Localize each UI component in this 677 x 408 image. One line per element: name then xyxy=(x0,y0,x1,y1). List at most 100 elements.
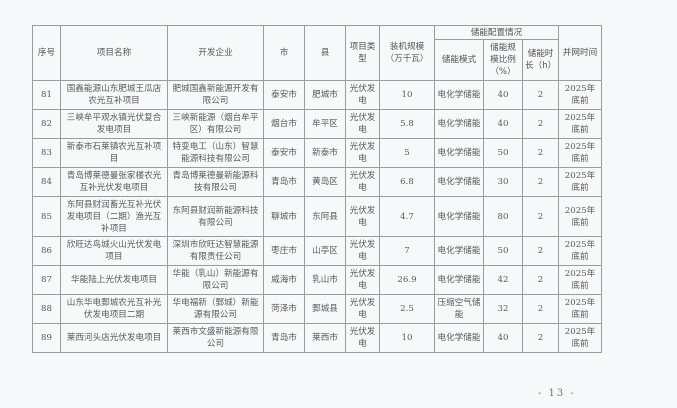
table-row: 81 国鑫能源山东肥城王瓜店农光互补项目 肥城国鑫新能源开发有限公司 泰安市 肥城市 光伏… xyxy=(32,80,602,110)
cell-grid: 2025年底前 xyxy=(558,80,602,110)
page-number: - 13 - xyxy=(538,388,576,399)
cell-duration: 2 xyxy=(522,196,559,237)
cell-county: 肥城市 xyxy=(304,80,346,110)
cell-company: 莱西市文盛新能源有限公司 xyxy=(167,323,264,353)
cell-seq: 85 xyxy=(32,196,61,237)
cell-company: 深圳市欣旺达智慧能源有限责任公司 xyxy=(167,236,264,266)
cell-type: 光伏发电 xyxy=(345,138,380,168)
cell-grid: 2025年底前 xyxy=(558,265,602,295)
cell-capacity: 26.9 xyxy=(379,265,435,295)
cell-type: 光伏发电 xyxy=(345,109,380,139)
header-storage-duration: 储能时长（h） xyxy=(522,39,559,81)
cell-county: 乳山市 xyxy=(304,265,346,295)
cell-seq: 81 xyxy=(32,80,61,110)
header-grid-time: 并网时间 xyxy=(558,25,602,81)
header-city: 市 xyxy=(263,25,305,81)
cell-grid: 2025年底前 xyxy=(558,294,602,324)
cell-capacity: 5.8 xyxy=(379,109,435,139)
cell-type: 光伏发电 xyxy=(345,167,380,197)
cell-seq: 88 xyxy=(32,294,61,324)
header-county: 县 xyxy=(304,25,346,81)
table-row: 87 华能陆上光伏发电项目 华能（乳山）新能源有限公司 威海市 乳山市 光伏发电 26.9 电… xyxy=(32,265,602,295)
cell-county: 东阿县 xyxy=(304,196,346,237)
cell-grid: 2025年底前 xyxy=(558,196,602,237)
cell-county: 牟平区 xyxy=(304,109,346,139)
header-storage-mode: 储能模式 xyxy=(434,39,484,81)
cell-name: 山东华电鄄城农光互补光伏发电项目二期 xyxy=(60,294,168,324)
cell-company: 三峡新能源（烟台牟平区）有限公司 xyxy=(167,109,264,139)
cell-grid: 2025年底前 xyxy=(558,109,602,139)
header-storage-ratio: 储能规模比例（%） xyxy=(483,39,523,81)
header-type: 项目类型 xyxy=(345,25,380,81)
cell-seq: 83 xyxy=(32,138,61,168)
cell-ratio: 40 xyxy=(483,109,523,139)
header-storage-group: 储能配置情况 xyxy=(434,25,559,40)
header-capacity: 装机规模（万千瓦） xyxy=(379,25,435,81)
cell-duration: 2 xyxy=(522,138,559,168)
cell-ratio: 40 xyxy=(483,323,523,353)
cell-mode: 电化学储能 xyxy=(434,323,484,353)
cell-capacity: 5 xyxy=(379,138,435,168)
cell-ratio: 42 xyxy=(483,265,523,295)
cell-capacity: 6.8 xyxy=(379,167,435,197)
cell-city: 聊城市 xyxy=(263,196,305,237)
cell-ratio: 50 xyxy=(483,138,523,168)
cell-name: 青岛博莱德曼张家楼农光互补光伏发电项目 xyxy=(60,167,168,197)
cell-capacity: 10 xyxy=(379,80,435,110)
cell-seq: 89 xyxy=(32,323,61,353)
cell-mode: 电化学储能 xyxy=(434,109,484,139)
cell-capacity: 4.7 xyxy=(379,196,435,237)
cell-type: 光伏发电 xyxy=(345,294,380,324)
cell-capacity: 2.5 xyxy=(379,294,435,324)
cell-seq: 82 xyxy=(32,109,61,139)
cell-city: 青岛市 xyxy=(263,167,305,197)
cell-city: 烟台市 xyxy=(263,109,305,139)
cell-duration: 2 xyxy=(522,167,559,197)
cell-duration: 2 xyxy=(522,265,559,295)
cell-mode: 电化学储能 xyxy=(434,167,484,197)
cell-mode: 电化学储能 xyxy=(434,196,484,237)
cell-company: 青岛博莱德曼新能源科技有限公司 xyxy=(167,167,264,197)
cell-county: 莱西市 xyxy=(304,323,346,353)
cell-ratio: 80 xyxy=(483,196,523,237)
cell-duration: 2 xyxy=(522,236,559,266)
cell-type: 光伏发电 xyxy=(345,236,380,266)
cell-city: 枣庄市 xyxy=(263,236,305,266)
cell-county: 新泰市 xyxy=(304,138,346,168)
cell-mode: 压缩空气储能 xyxy=(434,294,484,324)
cell-city: 青岛市 xyxy=(263,323,305,353)
cell-duration: 2 xyxy=(522,109,559,139)
cell-capacity: 10 xyxy=(379,323,435,353)
cell-type: 光伏发电 xyxy=(345,323,380,353)
cell-type: 光伏发电 xyxy=(345,196,380,237)
cell-name: 新泰市石莱镇农光互补项目 xyxy=(60,138,168,168)
cell-name: 三峡牟平观水镇光伏复合发电项目 xyxy=(60,109,168,139)
cell-company: 东阿县财润新能源科技有限公司 xyxy=(167,196,264,237)
cell-duration: 2 xyxy=(522,294,559,324)
cell-company: 华能（乳山）新能源有限公司 xyxy=(167,265,264,295)
table-row: 88 山东华电鄄城农光互补光伏发电项目二期 华电福新（鄄城）新能源有限公司 菏泽市 鄄城… xyxy=(32,294,602,324)
table-row: 83 新泰市石莱镇农光互补项目 特变电工（山东）智慧能源科技有限公司 泰安市 新泰市 光伏… xyxy=(32,138,602,168)
cell-name: 国鑫能源山东肥城王瓜店农光互补项目 xyxy=(60,80,168,110)
cell-mode: 电化学储能 xyxy=(434,236,484,266)
cell-grid: 2025年底前 xyxy=(558,138,602,168)
cell-seq: 87 xyxy=(32,265,61,295)
cell-duration: 2 xyxy=(522,80,559,110)
table-row: 82 三峡牟平观水镇光伏复合发电项目 三峡新能源（烟台牟平区）有限公司 烟台市 牟平区光… xyxy=(32,109,602,139)
table-row: 86 欣旺达鸟城火山光伏发电项目 深圳市欣旺达智慧能源有限责任公司 枣庄市 山亭区 光伏发… xyxy=(32,236,602,266)
cell-ratio: 30 xyxy=(483,167,523,197)
cell-name: 莱西河头店光伏发电项目 xyxy=(60,323,168,353)
cell-company: 华电福新（鄄城）新能源有限公司 xyxy=(167,294,264,324)
cell-city: 威海市 xyxy=(263,265,305,295)
cell-county: 山亭区 xyxy=(304,236,346,266)
cell-county: 鄄城县 xyxy=(304,294,346,324)
cell-county: 黄岛区 xyxy=(304,167,346,197)
cell-grid: 2025年底前 xyxy=(558,323,602,353)
cell-mode: 电化学储能 xyxy=(434,80,484,110)
project-table: 序号 项目名称 开发企业 市 县 项目类型 装机规模（万千瓦） 储能配置情况 并… xyxy=(32,25,602,353)
header-name: 项目名称 xyxy=(60,25,168,81)
cell-city: 泰安市 xyxy=(263,138,305,168)
table-row: 84 青岛博莱德曼张家楼农光互补光伏发电项目 青岛博莱德曼新能源科技有限公司 青岛市黄… xyxy=(32,167,602,197)
cell-type: 光伏发电 xyxy=(345,80,380,110)
cell-seq: 86 xyxy=(32,236,61,266)
